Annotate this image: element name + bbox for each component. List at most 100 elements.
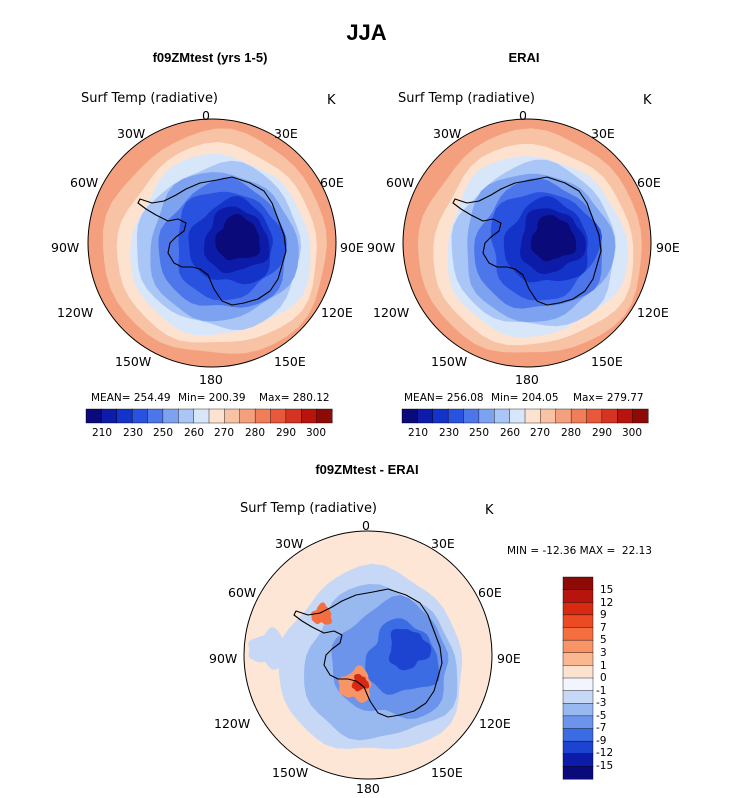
diff-panel-lon-label-180: 180 xyxy=(356,781,380,796)
colorbar-swatch xyxy=(270,408,287,424)
panel-2-subtitle: ERAI xyxy=(508,50,540,65)
panel-1-lon-label-120e: 120E xyxy=(321,305,353,320)
panel-2-min-stat: Min= 204.05 xyxy=(491,392,559,404)
panel-1-cb-tick: 280 xyxy=(245,427,266,439)
colorbar-swatch xyxy=(417,408,434,424)
diff-cb-tick: 0 xyxy=(600,672,607,684)
panel-2-cb-tick: 250 xyxy=(469,427,490,439)
colorbar-swatch xyxy=(85,408,102,424)
diff-panel-lon-label-120w: 120W xyxy=(214,716,251,731)
colorbar-swatch xyxy=(562,614,594,629)
panel-2-lon-label-150w: 150W xyxy=(431,354,468,369)
diff-cb-tick: 12 xyxy=(600,597,614,609)
colorbar-swatch xyxy=(562,602,594,616)
colorbar-swatch xyxy=(224,408,241,424)
colorbar-swatch xyxy=(162,408,179,424)
field-band xyxy=(311,602,332,625)
panel-2-mean-stat: MEAN= 256.08 xyxy=(404,392,484,404)
panel-2-max-stat: Max= 279.77 xyxy=(573,392,644,404)
field-band xyxy=(351,674,370,692)
colorbar-swatch xyxy=(254,408,272,424)
map-field xyxy=(403,119,651,367)
diff-cb-tick: -3 xyxy=(596,697,607,709)
diff-panel-lon-label-60w: 60W xyxy=(228,585,257,600)
panel-2-cb-tick: 270 xyxy=(530,427,551,439)
diff-cb-tick: -1 xyxy=(596,685,607,697)
diff-cb-tick: 1 xyxy=(600,660,607,672)
diff-panel-variable-label: Surf Temp (radiative) xyxy=(240,501,378,516)
panel-2-cb-tick: 300 xyxy=(622,427,643,439)
panel-2-variable-label: Surf Temp (radiative) xyxy=(398,91,536,106)
panel-2-lon-label-150e: 150E xyxy=(591,354,623,369)
colorbar-swatch xyxy=(101,408,118,424)
panel-2-lon-label-30w: 30W xyxy=(433,126,462,141)
diff-panel-subtitle: f09ZMtest - ERAI xyxy=(315,462,419,477)
diff-panel-minmax-stat: MIN = -12.36 MAX = 22.13 xyxy=(507,545,652,557)
colorbar-swatch xyxy=(562,639,594,654)
colorbar-swatch xyxy=(131,408,149,424)
map-border xyxy=(243,530,493,780)
colorbar-swatch xyxy=(116,408,133,424)
colorbar-swatch xyxy=(562,652,594,666)
panel-2-cb-tick: 230 xyxy=(439,427,460,439)
colorbar-swatch xyxy=(447,408,465,424)
panel-2-lon-label-60w: 60W xyxy=(386,175,415,190)
panel-2-cb-tick: 280 xyxy=(561,427,582,439)
colorbar-swatch xyxy=(562,703,594,717)
panel-1-mean-stat: MEAN= 254.49 xyxy=(91,392,171,404)
colorbar-swatch xyxy=(562,753,594,767)
diff-cb-tick: -15 xyxy=(596,760,614,772)
panel-1-cb-tick: 230 xyxy=(123,427,144,439)
diff-panel-lon-label-120e: 120E xyxy=(479,716,511,731)
coastline xyxy=(452,176,602,306)
colorbar-swatch xyxy=(401,408,418,424)
panel-1-lon-label-60w: 60W xyxy=(70,175,99,190)
panel-2-lon-label-60e: 60E xyxy=(637,175,661,190)
colorbar-swatch xyxy=(524,408,541,424)
colorbar-swatch xyxy=(555,408,572,424)
panel-2-lon-label-90e: 90E xyxy=(656,240,680,255)
diff-cb-tick: 15 xyxy=(600,584,614,596)
colorbar-swatch xyxy=(562,677,594,692)
colorbar-swatch xyxy=(478,408,495,424)
colorbar-swatch xyxy=(562,576,594,591)
panel-1-lon-label-60e: 60E xyxy=(320,175,344,190)
panel-1-lon-label-90e: 90E xyxy=(340,240,364,255)
panel-1-units-label: K xyxy=(327,93,336,108)
diff-panel-polar-map xyxy=(243,530,493,780)
panel-1-cb-tick: 290 xyxy=(276,427,297,439)
colorbar-swatch xyxy=(316,408,333,424)
panel-1-subtitle: f09ZMtest (yrs 1-5) xyxy=(152,50,268,65)
panel-1-cb-tick: 250 xyxy=(153,427,174,439)
colorbar-swatch xyxy=(562,665,594,679)
colorbar-swatch xyxy=(147,408,164,424)
panel-2-cb-tick: 210 xyxy=(408,427,429,439)
diff-panel-lon-label-60e: 60E xyxy=(478,585,502,600)
panel-1-cb-tick: 260 xyxy=(184,427,205,439)
panel-2-lon-label-120w: 120W xyxy=(373,305,410,320)
diff-cb-tick: -9 xyxy=(596,735,607,747)
colorbar-swatch xyxy=(617,408,634,424)
colorbar-swatch xyxy=(562,715,594,730)
diff-colorbar xyxy=(562,576,594,780)
panel-1-variable-label: Surf Temp (radiative) xyxy=(81,91,219,106)
panel-1-lon-label-120w: 120W xyxy=(57,305,94,320)
panel-1-max-stat: Max= 280.12 xyxy=(259,392,330,404)
panel-1-lon-label-150w: 150W xyxy=(115,354,152,369)
colorbar-swatch xyxy=(301,408,318,424)
colorbar-swatch xyxy=(193,408,210,424)
field-band xyxy=(388,628,432,671)
colorbar-swatch xyxy=(562,766,594,780)
map-field xyxy=(244,531,492,779)
panel-2-lon-label-120e: 120E xyxy=(637,305,669,320)
colorbar-swatch xyxy=(586,408,603,424)
diff-cb-tick: 5 xyxy=(600,634,607,646)
diff-panel-lon-label-30w: 30W xyxy=(275,536,304,551)
diff-panel-units-label: K xyxy=(485,503,494,518)
panel-2-units-label: K xyxy=(643,93,652,108)
panel-1-lon-label-30w: 30W xyxy=(117,126,146,141)
panel-1-min-stat: Min= 200.39 xyxy=(178,392,246,404)
coastline xyxy=(137,176,287,306)
colorbar-swatch xyxy=(208,408,225,424)
diff-panel-lon-label-90w: 90W xyxy=(209,651,238,666)
